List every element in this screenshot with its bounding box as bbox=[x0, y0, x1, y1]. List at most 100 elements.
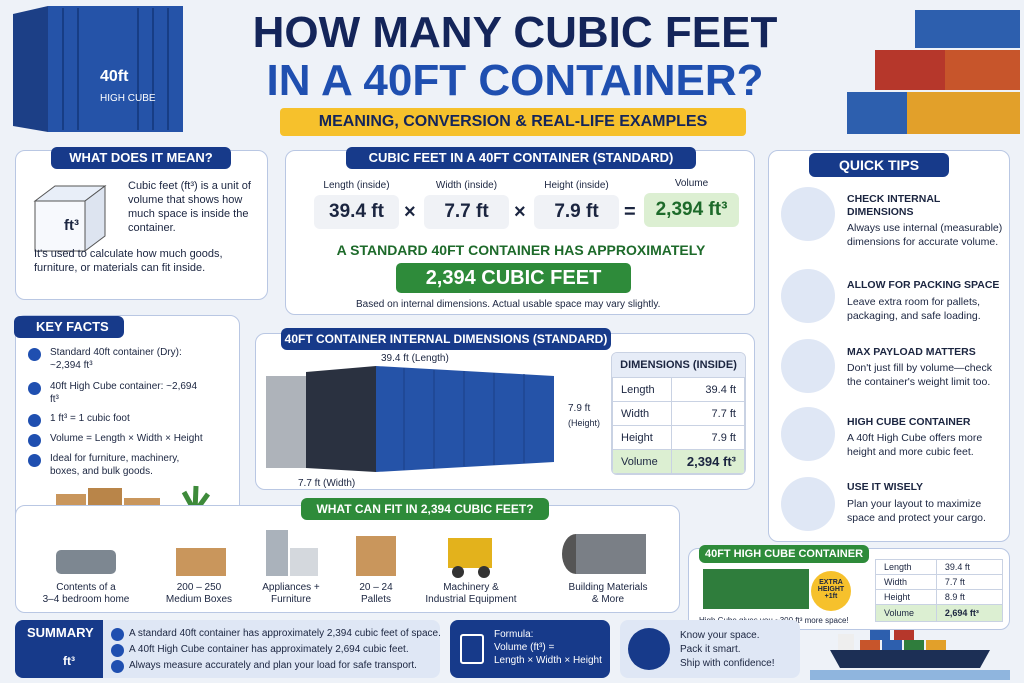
quick-tips-card: QUICK TIPS CHECK INTERNAL DIMENSIONS Alw… bbox=[768, 150, 1010, 542]
highlight: 2,394 CUBIC FEET bbox=[396, 263, 631, 293]
fit-caption: Appliances + bbox=[262, 582, 320, 593]
formula-line: Length × Width × Height bbox=[494, 655, 602, 666]
what-fits-icons bbox=[56, 530, 646, 578]
cell: 39.4 ft bbox=[671, 377, 745, 402]
cell: Height bbox=[612, 425, 673, 450]
dimensions-table: DIMENSIONS (INSIDE) Length 39.4 ft Width 7… bbox=[611, 352, 746, 475]
closing-line: Ship with confidence! bbox=[680, 658, 775, 669]
result-label: Volume bbox=[674, 178, 709, 189]
summary-card: SUMMARY ft³ A standard 40ft container ha… bbox=[15, 620, 441, 678]
check-icon bbox=[28, 414, 41, 427]
cube-label: ft³ bbox=[64, 217, 79, 234]
fit-caption: & More bbox=[591, 594, 625, 605]
quick-tips-title: QUICK TIPS bbox=[809, 153, 949, 177]
fact: Volume = Length × Width × Height bbox=[50, 433, 203, 444]
tip-icon bbox=[781, 339, 835, 393]
tip-text: A 40ft High Cube offers more height and … bbox=[847, 432, 983, 458]
cell: Height bbox=[875, 589, 937, 605]
calculator-icon bbox=[460, 634, 484, 664]
tip-title: USE IT WISELY bbox=[847, 481, 924, 493]
check-icon bbox=[28, 382, 41, 395]
meaning-text: It's used to calculate how much goods, f… bbox=[34, 248, 223, 274]
target-icon bbox=[628, 628, 670, 670]
tip-icon bbox=[781, 477, 835, 531]
cell: 2,394 ft³ bbox=[671, 449, 745, 474]
formula-card: Formula: Volume (ft³) = Length × Width ×… bbox=[450, 620, 610, 678]
fit-caption: Pallets bbox=[360, 594, 391, 605]
cell: Width bbox=[612, 401, 673, 426]
closing-line: Know your space. bbox=[680, 630, 760, 641]
calculation-card: CUBIC FEET IN A 40FT CONTAINER (STANDARD… bbox=[285, 147, 755, 315]
cell: 7.7 ft bbox=[935, 574, 1004, 590]
statement: A STANDARD 40FT CONTAINER HAS APPROXIMAT… bbox=[336, 242, 706, 258]
height-sublabel: (Height) bbox=[568, 418, 601, 428]
fit-caption: Contents of a bbox=[56, 582, 116, 593]
high-cube-card: 40FT HIGH CUBE CONTAINER EXTRA HEIGHT +1… bbox=[688, 545, 1010, 630]
result-value: 2,394 ft³ bbox=[644, 193, 739, 227]
high-cube-image bbox=[703, 569, 809, 609]
summary-item: A standard 40ft container has approximat… bbox=[129, 628, 441, 639]
what-fits-title: WHAT CAN FIT IN 2,394 CUBIC FEET? bbox=[301, 498, 549, 520]
check-icon bbox=[28, 454, 41, 467]
factor-label: Length (inside) bbox=[323, 180, 390, 191]
tip-title: MAX PAYLOAD MATTERS bbox=[847, 346, 976, 358]
fact: 40ft High Cube container: ~2,694 ft³ bbox=[50, 381, 198, 405]
high-cube-table: Length 39.4 ft Width 7.7 ft Height 8.9 ft V… bbox=[875, 559, 1004, 622]
length-label: 39.4 ft (Length) bbox=[381, 353, 449, 364]
fit-caption: Machinery & bbox=[443, 582, 499, 593]
table-title: DIMENSIONS (INSIDE) bbox=[612, 353, 745, 377]
fit-caption: Building Materials bbox=[568, 582, 648, 593]
cell: Length bbox=[875, 559, 937, 575]
tip-icon bbox=[781, 187, 835, 241]
factor-label: Height (inside) bbox=[544, 180, 609, 191]
cell: 2,694 ft³ bbox=[935, 604, 1004, 622]
calculation-title: CUBIC FEET IN A 40FT CONTAINER (STANDARD… bbox=[346, 147, 696, 169]
ship-illustration bbox=[810, 630, 1010, 680]
meaning-card: WHAT DOES IT MEAN? ft³ Cubic feet (ft³) … bbox=[15, 147, 268, 300]
tip-text: Always use internal (measurable) dimensi… bbox=[847, 222, 1003, 248]
closing-line: Pack it smart. bbox=[680, 644, 741, 655]
container-label: 40ft bbox=[100, 68, 129, 85]
formula-label: Formula: bbox=[494, 629, 534, 640]
tip-text: Leave extra room for pallets, packaging,… bbox=[847, 296, 981, 322]
container-sublabel: HIGH CUBE bbox=[100, 93, 156, 104]
summary-title: SUMMARY bbox=[27, 625, 94, 640]
fit-caption: 200 – 250 bbox=[176, 582, 222, 593]
summary-item: A 40ft High Cube container has approxima… bbox=[129, 644, 409, 655]
cell: Width bbox=[875, 574, 937, 590]
check-icon bbox=[111, 628, 124, 641]
check-icon bbox=[111, 660, 124, 673]
fit-caption: Medium Boxes bbox=[165, 594, 233, 605]
meaning-text: Cubic feet (ft³) is a unit of volume tha… bbox=[128, 180, 251, 234]
what-fits-card: WHAT CAN FIT IN 2,394 CUBIC FEET? Conten… bbox=[15, 498, 680, 613]
width-label: 7.7 ft (Width) bbox=[298, 478, 356, 489]
badge: EXTRA HEIGHT +1ft bbox=[811, 571, 851, 611]
tip-icon bbox=[781, 407, 835, 461]
fact: 1 ft³ = 1 cubic foot bbox=[50, 413, 130, 424]
fit-caption: Industrial Equipment bbox=[425, 594, 517, 605]
check-icon bbox=[28, 434, 41, 447]
summary-icon-label: ft³ bbox=[63, 654, 75, 668]
cell: Length bbox=[612, 377, 673, 402]
cell: Volume bbox=[875, 604, 937, 622]
cell: 8.9 ft bbox=[935, 589, 1004, 605]
factor-value: 39.4 ft bbox=[314, 195, 399, 229]
meaning-title: WHAT DOES IT MEAN? bbox=[51, 147, 231, 169]
check-icon bbox=[28, 348, 41, 361]
cube-icon bbox=[33, 185, 107, 252]
dimensions-title: 40FT CONTAINER INTERNAL DIMENSIONS (STAN… bbox=[281, 328, 611, 350]
high-cube-title: 40FT HIGH CUBE CONTAINER bbox=[699, 545, 869, 563]
title-line-1: HOW MANY CUBIC FEET bbox=[252, 8, 778, 57]
operator: = bbox=[624, 201, 636, 223]
fact: Standard 40ft container (Dry): ~2,394 ft… bbox=[50, 347, 182, 371]
key-facts-card: KEY FACTS Standard 40ft container (Dry):… bbox=[14, 315, 240, 537]
tip-title: CHECK INTERNAL DIMENSIONS bbox=[847, 193, 941, 218]
key-facts-title: KEY FACTS bbox=[14, 316, 124, 338]
closing-card: Know your space. Pack it smart. Ship wit… bbox=[620, 620, 800, 678]
fit-caption: Furniture bbox=[270, 594, 311, 605]
height-label: 7.9 ft bbox=[568, 403, 591, 414]
container-diagram bbox=[266, 366, 554, 472]
cell: 7.9 ft bbox=[671, 425, 745, 450]
fit-caption: 20 – 24 bbox=[359, 582, 393, 593]
